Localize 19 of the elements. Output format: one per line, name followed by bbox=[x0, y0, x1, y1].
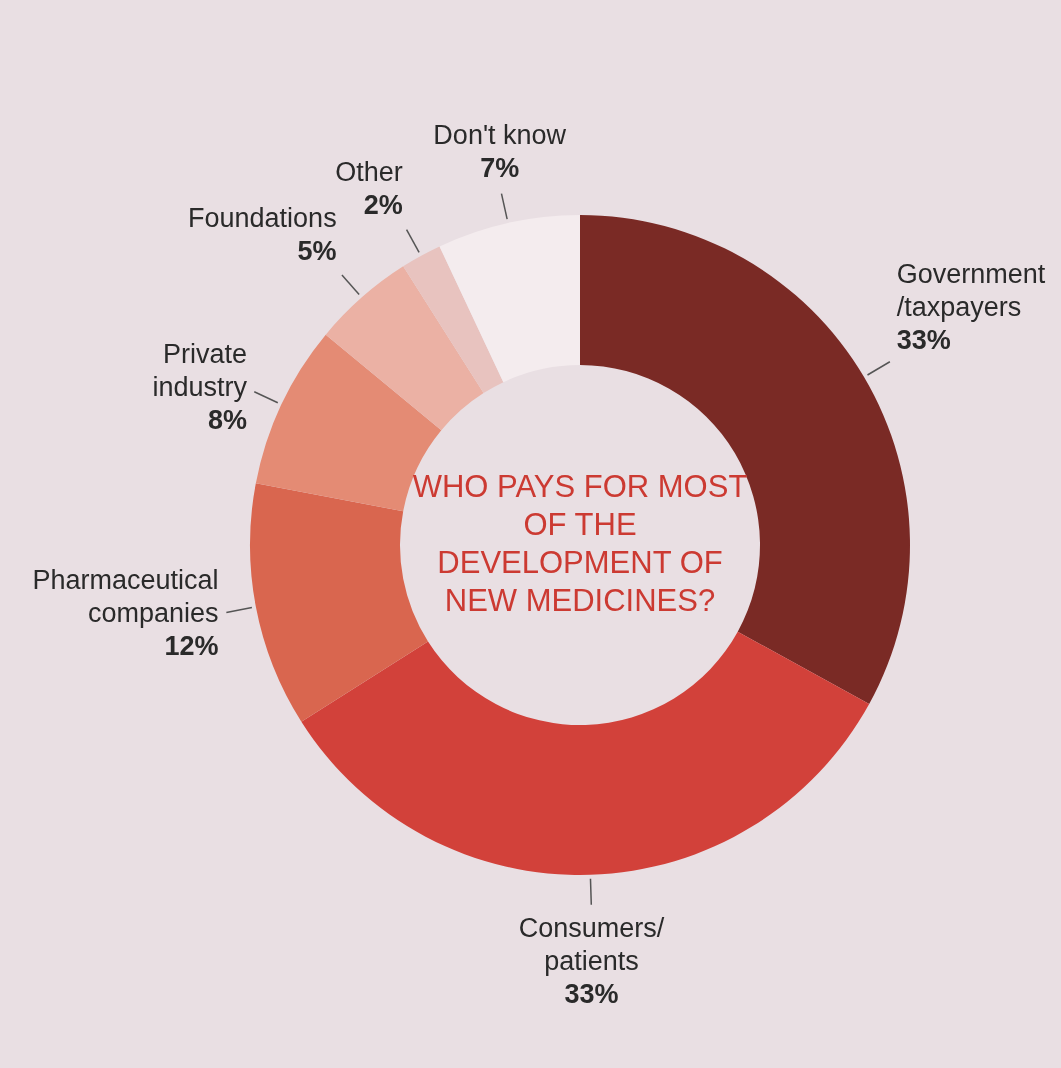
slice-label: Private industry bbox=[152, 339, 248, 403]
slice-label: Government /taxpayers bbox=[896, 259, 1046, 323]
data-label: 12% bbox=[164, 630, 219, 661]
data-label: 8% bbox=[207, 405, 248, 436]
data-label: 7% bbox=[480, 153, 520, 184]
donut-slice bbox=[439, 215, 580, 383]
data-label: 2% bbox=[363, 190, 403, 221]
slice-label: Foundations bbox=[188, 203, 337, 234]
slice-label: Other bbox=[335, 157, 403, 188]
slice-label: Pharmaceutical companies bbox=[32, 564, 219, 628]
data-label: 33% bbox=[896, 325, 951, 356]
donut-slice bbox=[301, 631, 870, 875]
donut-slice bbox=[325, 266, 484, 431]
slice-label: Consumers/ patients bbox=[518, 913, 665, 977]
slice-label: Don't know bbox=[433, 120, 567, 151]
donut-slice bbox=[403, 246, 504, 394]
data-label: 5% bbox=[297, 236, 337, 267]
text: WHO PAYS FOR MOST OF THE DEVELOPMENT OF NEW MEDICINES? bbox=[412, 469, 748, 618]
data-label: 33% bbox=[564, 979, 619, 1010]
